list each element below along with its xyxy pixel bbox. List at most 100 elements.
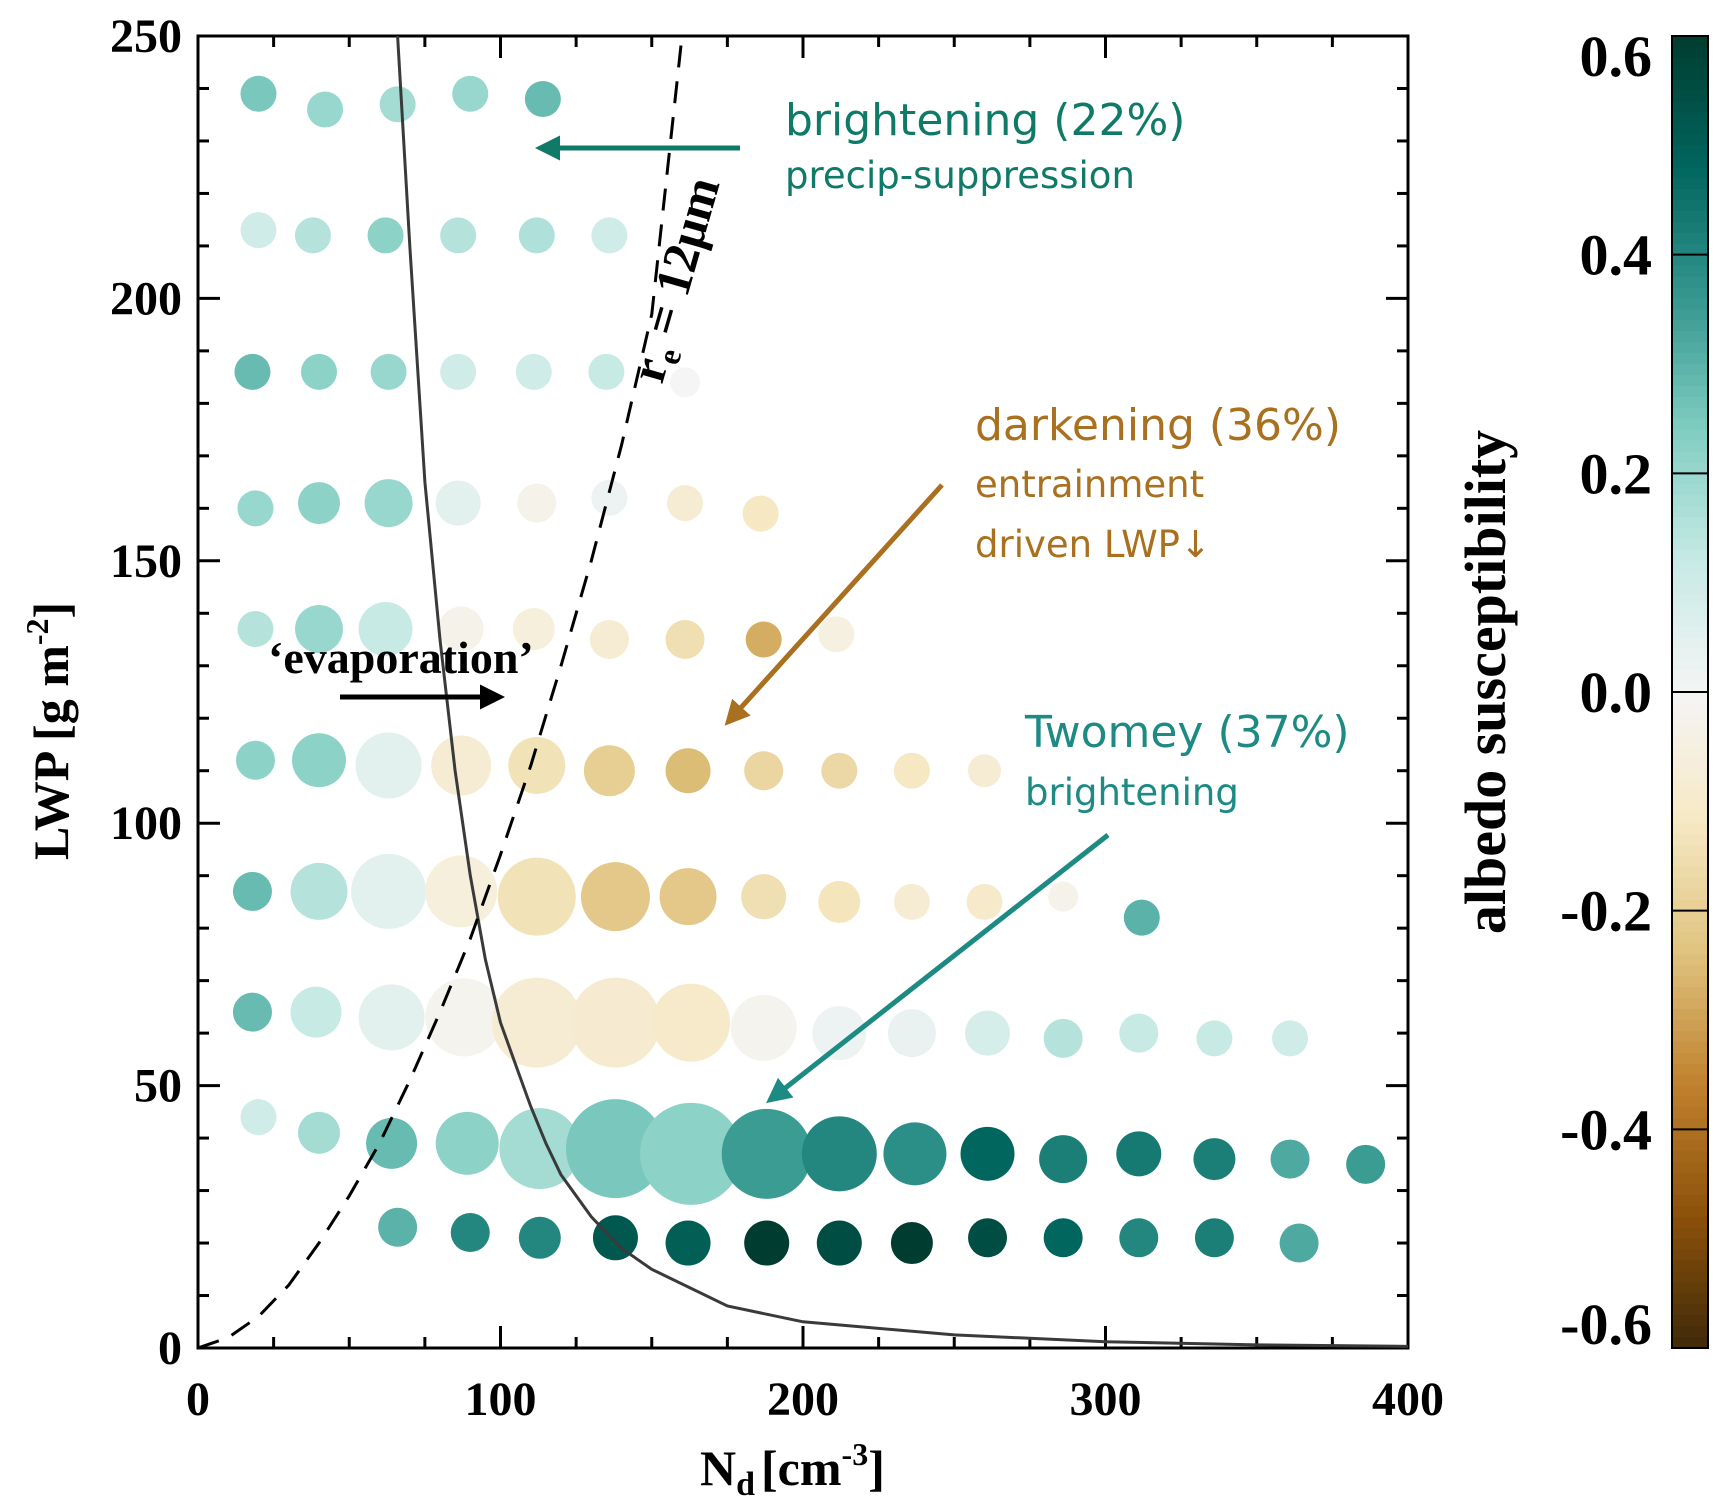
colorbar-segment (1672, 670, 1708, 683)
scatter-point (893, 752, 930, 789)
scatter-point (652, 983, 731, 1062)
colorbar-segment (1672, 1118, 1708, 1131)
colorbar-segment (1672, 1140, 1708, 1153)
colorbar-segment (1672, 1194, 1708, 1207)
colorbar-segment (1672, 681, 1708, 693)
y-tick-label: 0 (158, 1322, 182, 1375)
colorbar-segment (1672, 856, 1708, 868)
scatter-point (589, 620, 629, 660)
x-axis-title-sub: d (736, 1466, 755, 1503)
colorbar-segment (1672, 232, 1708, 245)
colorbar-segment (1672, 582, 1708, 595)
colorbar-segment (1672, 834, 1708, 847)
re-label-value: = 12μm (629, 171, 731, 353)
colorbar-segment (1672, 1041, 1708, 1054)
brightening-title: brightening (22%) (785, 95, 1185, 146)
colorbar-segment (1672, 571, 1708, 584)
darkening-arrow (724, 483, 944, 726)
colorbar-segment (1672, 134, 1708, 147)
y-tick-label: 200 (110, 272, 182, 325)
colorbar-tick-label: -0.2 (1560, 879, 1652, 944)
scatter-point (670, 367, 701, 398)
colorbar-segment (1672, 320, 1708, 333)
colorbar-segment (1672, 57, 1708, 70)
colorbar-segment (1672, 1162, 1708, 1175)
evaporation-label: ‘evaporation’ (268, 632, 534, 683)
x-tick-label: 200 (767, 1373, 839, 1426)
colorbar-segment (1672, 866, 1708, 879)
colorbar-segment (1672, 1074, 1708, 1087)
x-tick-label: 300 (1070, 1373, 1142, 1426)
scatter-point (821, 752, 858, 789)
colorbar-segment (1672, 637, 1708, 650)
y-tick-label: 100 (110, 797, 182, 850)
scatter-point (960, 1126, 1015, 1181)
scatter-point (640, 1102, 743, 1205)
colorbar (1671, 35, 1709, 1349)
colorbar-segment (1672, 877, 1708, 890)
colorbar-segment (1672, 943, 1708, 956)
scatter-point (1119, 1013, 1159, 1053)
colorbar-segment (1672, 364, 1708, 376)
x-tick-label: 400 (1372, 1373, 1444, 1426)
scatter-point (438, 606, 484, 652)
scatter-point (745, 621, 782, 658)
scatter-point (580, 862, 650, 932)
colorbar-segment (1672, 965, 1708, 978)
scatter-point (965, 1010, 1011, 1056)
colorbar-segment (1672, 1063, 1708, 1076)
colorbar-tick-label: 0.4 (1580, 223, 1653, 288)
scatter-point (1043, 1218, 1083, 1258)
scatter-point (801, 1116, 877, 1192)
darkening-subtitle-1: entrainment (975, 463, 1204, 506)
scatter-point (1043, 1018, 1083, 1058)
colorbar-segment (1672, 429, 1708, 442)
scatter-point (588, 353, 625, 390)
scatter-point (591, 217, 628, 254)
colorbar-segment (1672, 1238, 1708, 1251)
colorbar-segment (1672, 1337, 1708, 1349)
y-tick-label: 150 (110, 535, 182, 588)
scatter-point (966, 883, 1003, 920)
colorbar-segment (1672, 812, 1708, 825)
scatter-point (1272, 1020, 1309, 1057)
colorbar-segment (1672, 1271, 1708, 1284)
colorbar-segment (1672, 823, 1708, 836)
colorbar-segment (1672, 549, 1708, 562)
colorbar-segment (1672, 1282, 1708, 1295)
scatter-point (1346, 1144, 1386, 1184)
scatter-point (366, 1117, 418, 1169)
scatter-point (1270, 1139, 1310, 1179)
scatter-point (240, 212, 277, 249)
scatter-point (232, 871, 272, 911)
colorbar-segment (1672, 1205, 1708, 1218)
colorbar-segment (1672, 1304, 1708, 1317)
scatter-point (431, 735, 492, 796)
scatter-point (358, 984, 425, 1051)
axis-ticks (196, 34, 1410, 1350)
colorbar-segment (1672, 79, 1708, 92)
colorbar-segment (1672, 1030, 1708, 1043)
scatter-point (237, 611, 274, 648)
colorbar-segment (1672, 1096, 1708, 1109)
y-tick-label: 50 (134, 1060, 182, 1113)
scatter-point (1123, 899, 1160, 936)
scatter-point (499, 1108, 581, 1190)
colorbar-segment (1672, 145, 1708, 158)
colorbar-segment (1672, 1009, 1708, 1021)
scatter-point (721, 1108, 812, 1199)
brightening-subtitle: precip-suppression (785, 154, 1135, 197)
x-tick-labels: 0 100 200 300 400 (186, 1373, 1444, 1426)
scatter-point (290, 862, 348, 920)
scatter-point (1119, 1218, 1159, 1258)
x-tick-label: 0 (186, 1373, 210, 1426)
scatter-point (290, 986, 342, 1038)
colorbar-segment (1672, 451, 1708, 464)
colorbar-segment (1672, 1173, 1708, 1185)
colorbar-segment (1672, 1227, 1708, 1240)
y-tick-labels: 0 50 100 150 200 250 (110, 10, 182, 1375)
colorbar-segment (1672, 1184, 1708, 1196)
colorbar-segment (1672, 692, 1708, 704)
colorbar-segment (1672, 757, 1708, 770)
scatter-point (1048, 881, 1079, 912)
